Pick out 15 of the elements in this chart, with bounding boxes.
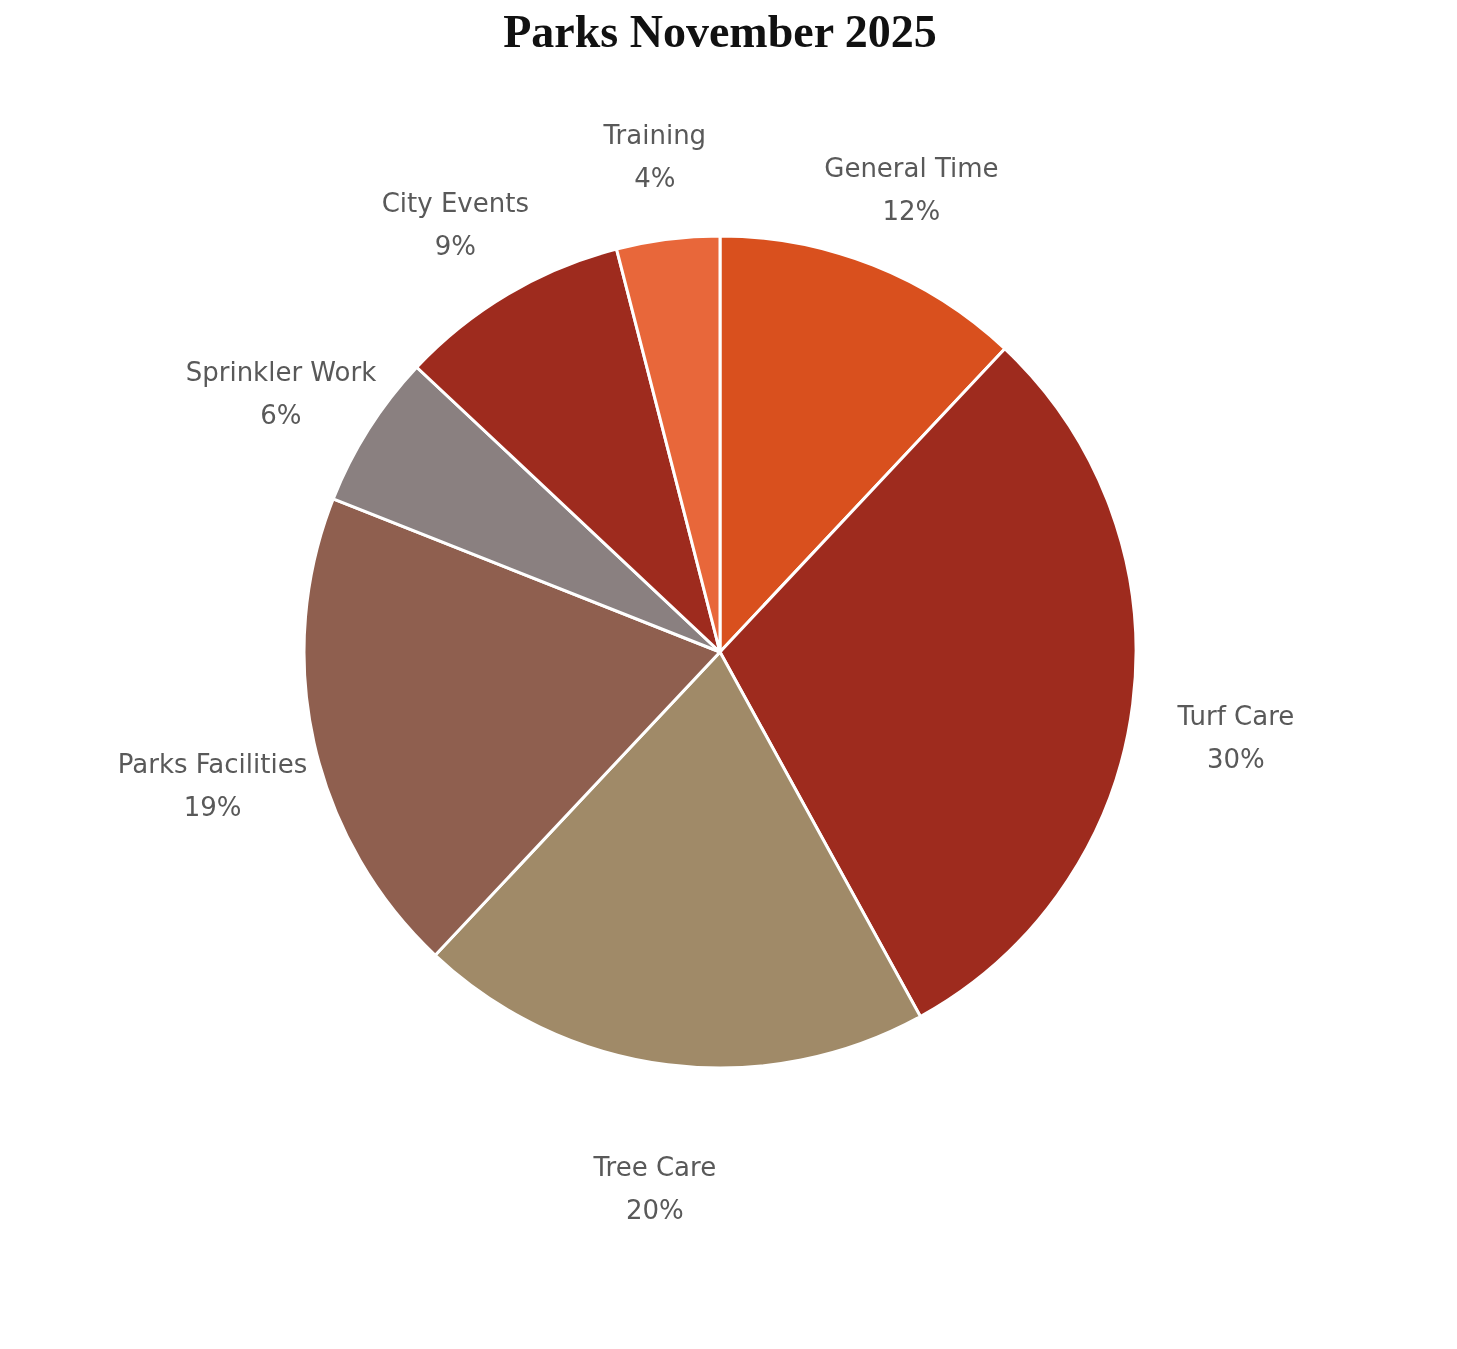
chart-title: Parks November 2025 xyxy=(503,6,937,57)
slice-label: General Time xyxy=(824,152,999,183)
data-label: 9% xyxy=(434,231,476,262)
data-label: 20% xyxy=(625,1194,684,1225)
slice-label: Training xyxy=(602,120,707,151)
slice-label: Sprinkler Work xyxy=(185,357,377,388)
data-label: 6% xyxy=(260,400,302,431)
data-label: 30% xyxy=(1207,744,1265,775)
data-label: 12% xyxy=(882,195,941,226)
slice-label: Turf Care xyxy=(1176,701,1295,732)
slice-label: Parks Facilities xyxy=(117,749,308,780)
data-label: 19% xyxy=(183,792,242,823)
slice-label: Tree Care xyxy=(592,1151,717,1182)
data-label: 4% xyxy=(634,163,676,194)
slice-label: City Events xyxy=(381,188,529,219)
